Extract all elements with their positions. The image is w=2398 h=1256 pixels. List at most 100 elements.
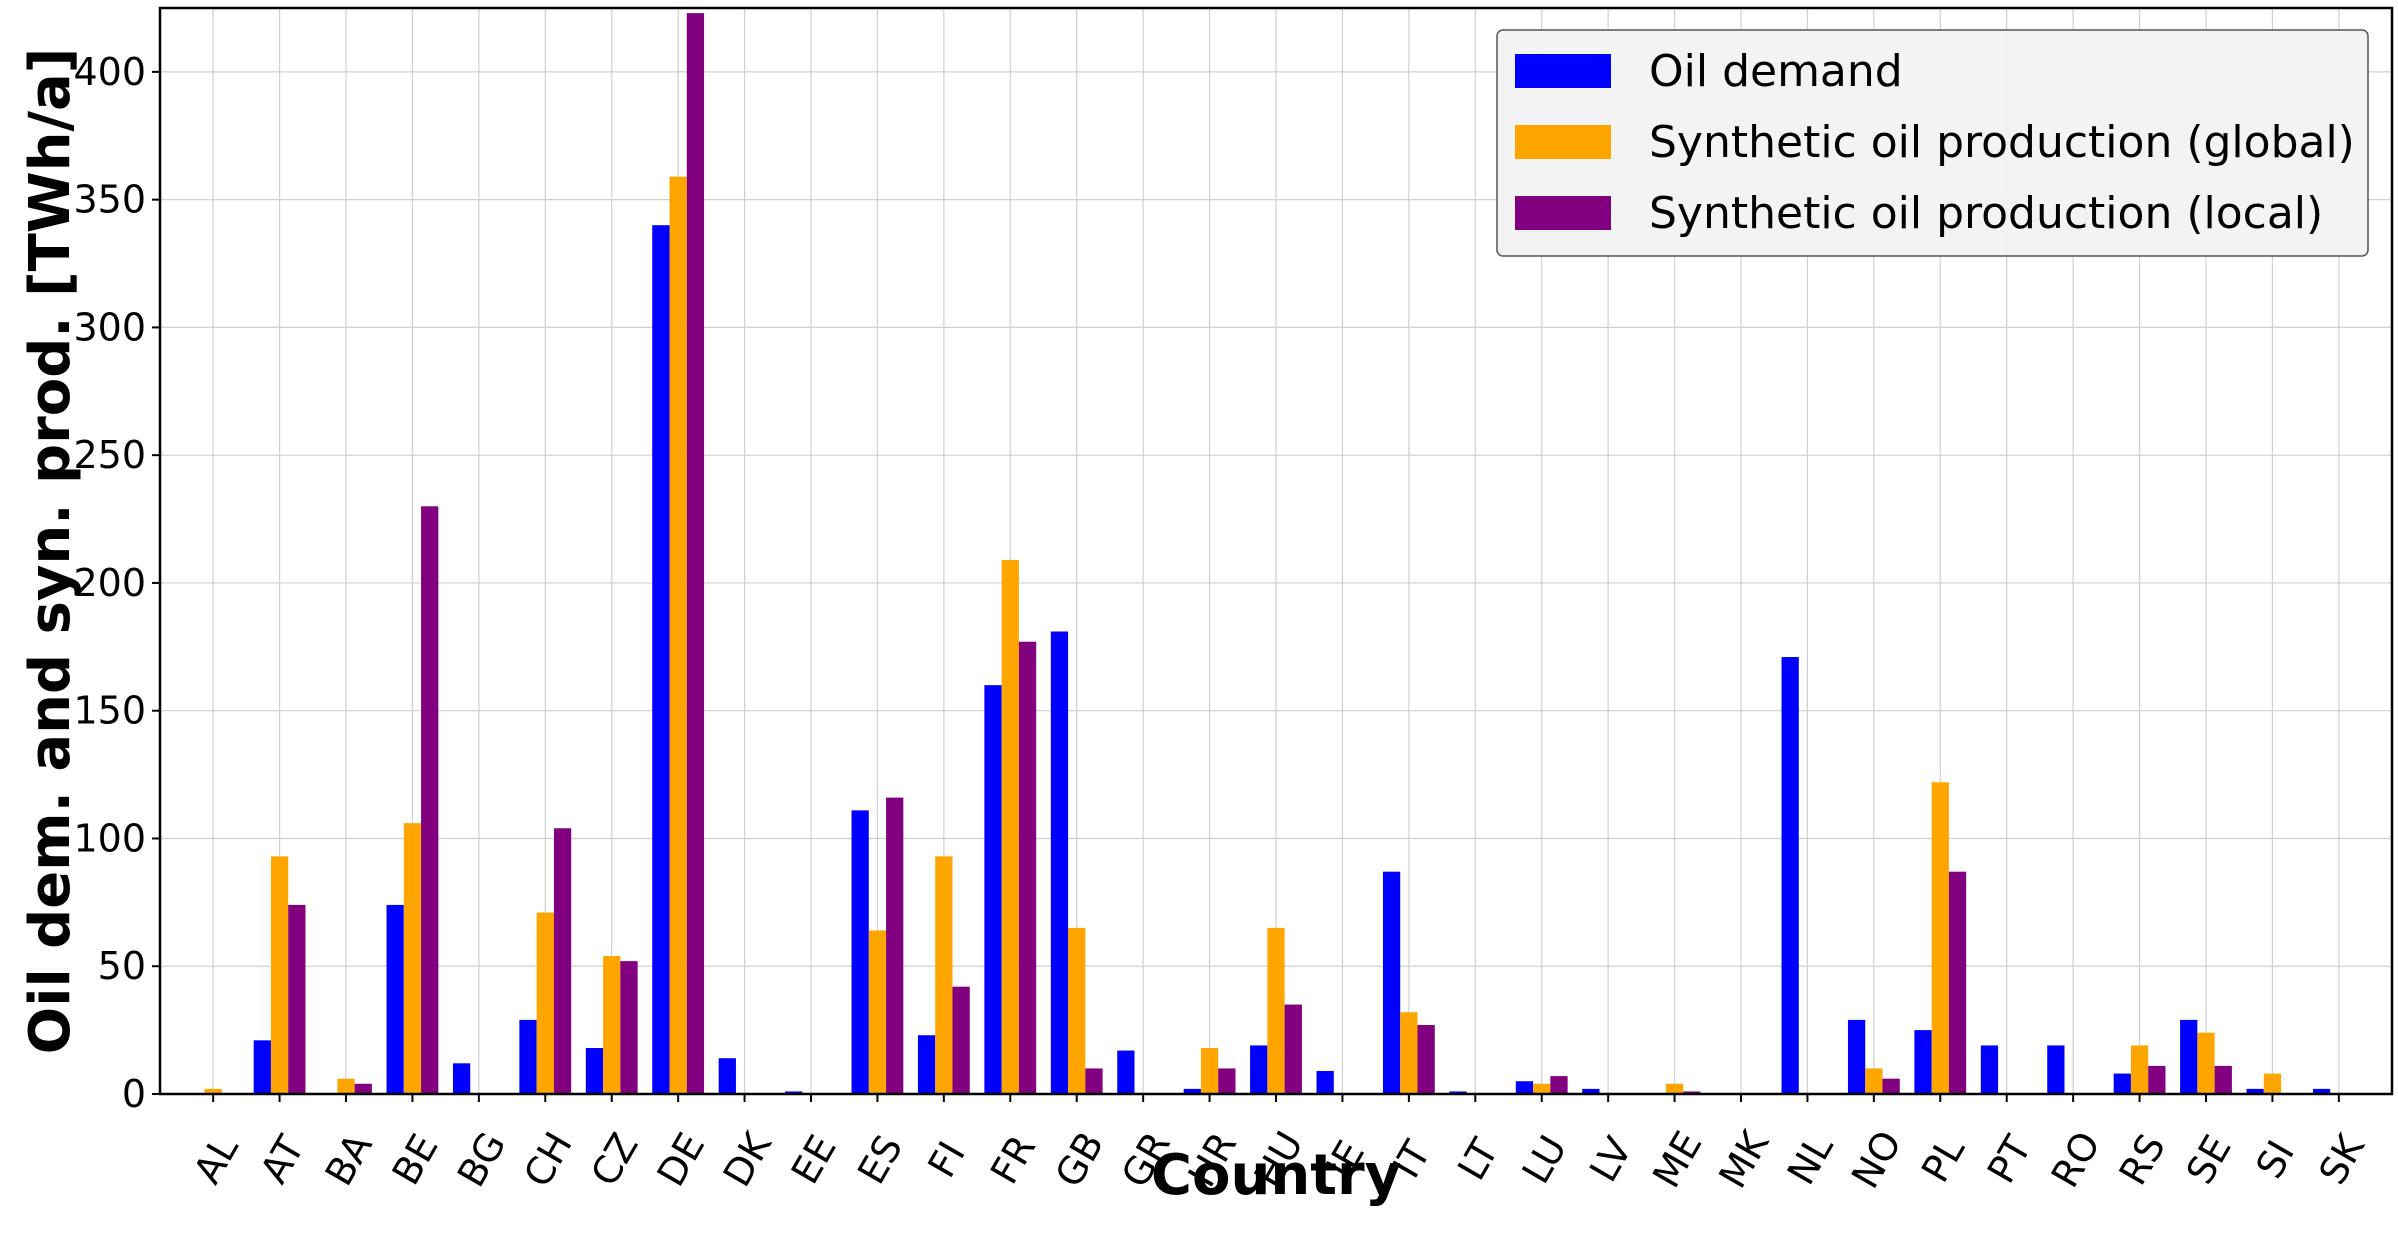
bar (603, 956, 621, 1094)
bar (2148, 1065, 2166, 1094)
legend-box (1496, 29, 2369, 257)
x-tick-label: GB (1047, 1124, 1113, 1194)
bar (553, 828, 572, 1094)
x-tick-label: SK (2310, 1126, 2373, 1191)
bar (204, 1088, 222, 1094)
bar (2214, 1065, 2232, 1094)
bar (1267, 927, 1285, 1094)
bar (1683, 1091, 1701, 1094)
bar (1117, 1050, 1135, 1094)
bar (868, 930, 887, 1094)
bar (2197, 1032, 2215, 1094)
x-tick-label: EE (783, 1128, 845, 1192)
bar (1781, 657, 1799, 1094)
bar (403, 823, 422, 1094)
bar (1582, 1088, 1600, 1094)
bar (886, 797, 904, 1094)
bar (1400, 1012, 1418, 1094)
bar (1050, 631, 1069, 1094)
bar (1665, 1083, 1684, 1094)
x-tick-label: AT (252, 1128, 314, 1191)
bar (935, 856, 953, 1094)
x-tick-label: BG (449, 1125, 515, 1195)
bar (652, 225, 670, 1094)
series-0 (253, 225, 2331, 1094)
y-tick-label: 100 (73, 816, 146, 860)
legend-swatch (1515, 54, 1611, 88)
bar (1980, 1045, 1999, 1094)
bar (1218, 1068, 1236, 1094)
x-tick-label: SI (2247, 1133, 2303, 1186)
bar (2130, 1045, 2149, 1094)
bar (253, 1040, 271, 1094)
bar (585, 1048, 604, 1094)
bar (1948, 871, 1967, 1094)
bar (851, 810, 869, 1094)
y-tick-label: 200 (73, 561, 146, 605)
bar (1847, 1019, 1866, 1094)
x-tick-label: RS (2111, 1127, 2174, 1193)
y-axis-label: Oil dem. and syn. prod. [TWh/a] (18, 48, 83, 1055)
x-tick-label: DE (649, 1125, 714, 1193)
y-tick-label: 150 (73, 689, 146, 733)
bar (718, 1058, 736, 1094)
bar (1914, 1030, 1932, 1094)
bar (620, 961, 638, 1094)
x-tick-label: DK (715, 1124, 781, 1194)
y-axis-ticks: 0 50 100 150 200 250 300 350 400 (73, 50, 160, 1116)
bar (1284, 1004, 1302, 1094)
x-tick-label: PT (1979, 1128, 2041, 1191)
bar (1018, 641, 1037, 1094)
bar (1316, 1071, 1334, 1094)
legend-swatch (1515, 125, 1611, 159)
series-2 (288, 13, 2232, 1094)
legend-label: Synthetic oil production (global) (1649, 117, 2355, 168)
bar (452, 1063, 471, 1094)
x-tick-label: MK (1710, 1123, 1777, 1196)
x-tick-label: FR (982, 1128, 1044, 1192)
y-tick-label: 50 (98, 944, 146, 988)
x-tick-label: LT (1449, 1131, 1507, 1188)
bar (1449, 1091, 1467, 1094)
y-tick-label: 350 (73, 178, 146, 222)
bar (1515, 1081, 1534, 1094)
bar (1250, 1045, 1268, 1094)
x-tick-label: RO (2043, 1124, 2109, 1195)
bar (536, 912, 554, 1094)
x-tick-label: AL (185, 1128, 247, 1191)
bar (1382, 871, 1401, 1094)
bar (669, 176, 687, 1094)
x-tick-label: BE (384, 1127, 447, 1192)
x-tick-label: PL (1913, 1129, 1973, 1189)
x-tick-label: NO (1843, 1123, 1910, 1196)
legend-label: Synthetic oil production (local) (1649, 188, 2323, 239)
bar (1001, 559, 1019, 1094)
y-tick-label: 300 (73, 305, 146, 349)
x-tick-label: LU (1514, 1128, 1576, 1191)
bar (2246, 1088, 2264, 1094)
series-1 (204, 176, 2282, 1094)
bar (1417, 1025, 1435, 1094)
bar (1882, 1078, 1900, 1094)
bar (1931, 782, 1949, 1094)
bar (2263, 1073, 2282, 1094)
bar (288, 904, 306, 1094)
bar (785, 1091, 803, 1094)
legend: Oil demand Synthetic oil production (glob… (1496, 29, 2369, 257)
x-tick-label: ME (1644, 1124, 1711, 1195)
bar (1200, 1048, 1219, 1094)
bar (2312, 1088, 2331, 1094)
x-tick-label: NL (1779, 1127, 1842, 1192)
y-tick-label: 0 (122, 1072, 146, 1116)
bar (354, 1083, 372, 1094)
legend-swatch (1515, 196, 1611, 230)
bar (337, 1078, 355, 1094)
bar (1183, 1088, 1201, 1094)
x-tick-label: BA (317, 1126, 381, 1193)
y-tick-label: 400 (73, 50, 146, 94)
bar (1068, 927, 1086, 1094)
x-axis-label: Country (1151, 1143, 1401, 1208)
bar (2113, 1073, 2131, 1094)
x-tick-label: ES (849, 1128, 911, 1192)
